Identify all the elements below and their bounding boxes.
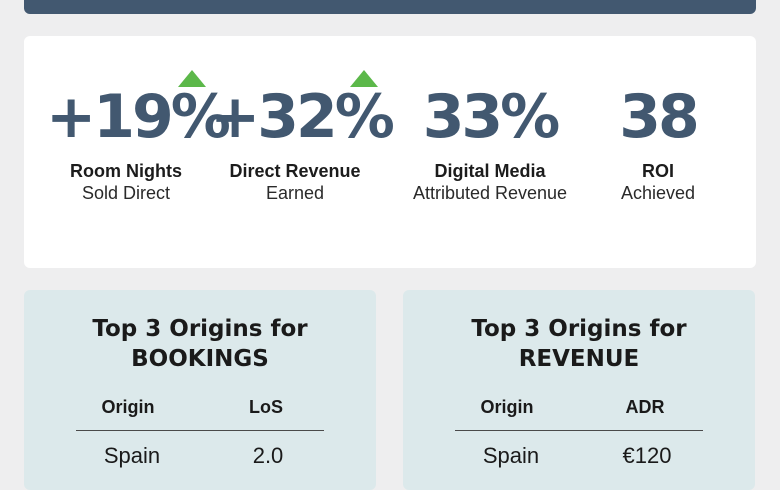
stat-sublabel: Sold Direct [81,183,171,203]
card-title-line2: REVENUE [518,346,640,372]
column-header-origin: Origin [480,397,534,417]
stat-sublabel: Achieved [620,183,696,203]
stat-label: ROI [641,161,674,181]
card-title-line2: BOOKINGS [131,346,269,372]
table-divider [455,430,703,431]
card-title: Top 3 Origins for REVENUE [403,314,755,374]
cell-value: €120 [622,443,672,468]
stat-sublabel: Attributed Revenue [412,183,568,203]
card-title: Top 3 Origins for BOOKINGS [24,314,376,374]
triangle-up-icon [350,70,378,87]
stat-label: Room Nights [70,161,182,181]
stat-value: +32% [210,82,395,152]
stat-sublabel: Earned [265,183,325,203]
stat-label: Digital Media [434,161,546,181]
revenue-origins-card: Top 3 Origins for REVENUE Origin ADR Spa… [403,290,755,490]
table-divider [76,430,324,431]
card-title-line1: Top 3 Origins for [92,316,308,342]
column-header-los: LoS [249,397,283,417]
stat-value: 33% [422,82,561,152]
stat-label: Direct Revenue [229,161,361,181]
column-header-adr: ADR [625,397,665,417]
triangle-up-icon [178,70,206,87]
stat-value: +19% [46,82,231,152]
bookings-origins-card: Top 3 Origins for BOOKINGS Origin LoS Sp… [24,290,376,490]
card-title-line1: Top 3 Origins for [471,316,687,342]
column-header-origin: Origin [101,397,155,417]
header-bar [24,0,756,14]
cell-origin: Spain [482,443,540,468]
cell-value: 2.0 [252,443,284,468]
stats-card: +19% Room Nights Sold Direct +32% Direct… [24,36,756,268]
cell-origin: Spain [103,443,161,468]
stat-value: 38 [619,82,700,152]
